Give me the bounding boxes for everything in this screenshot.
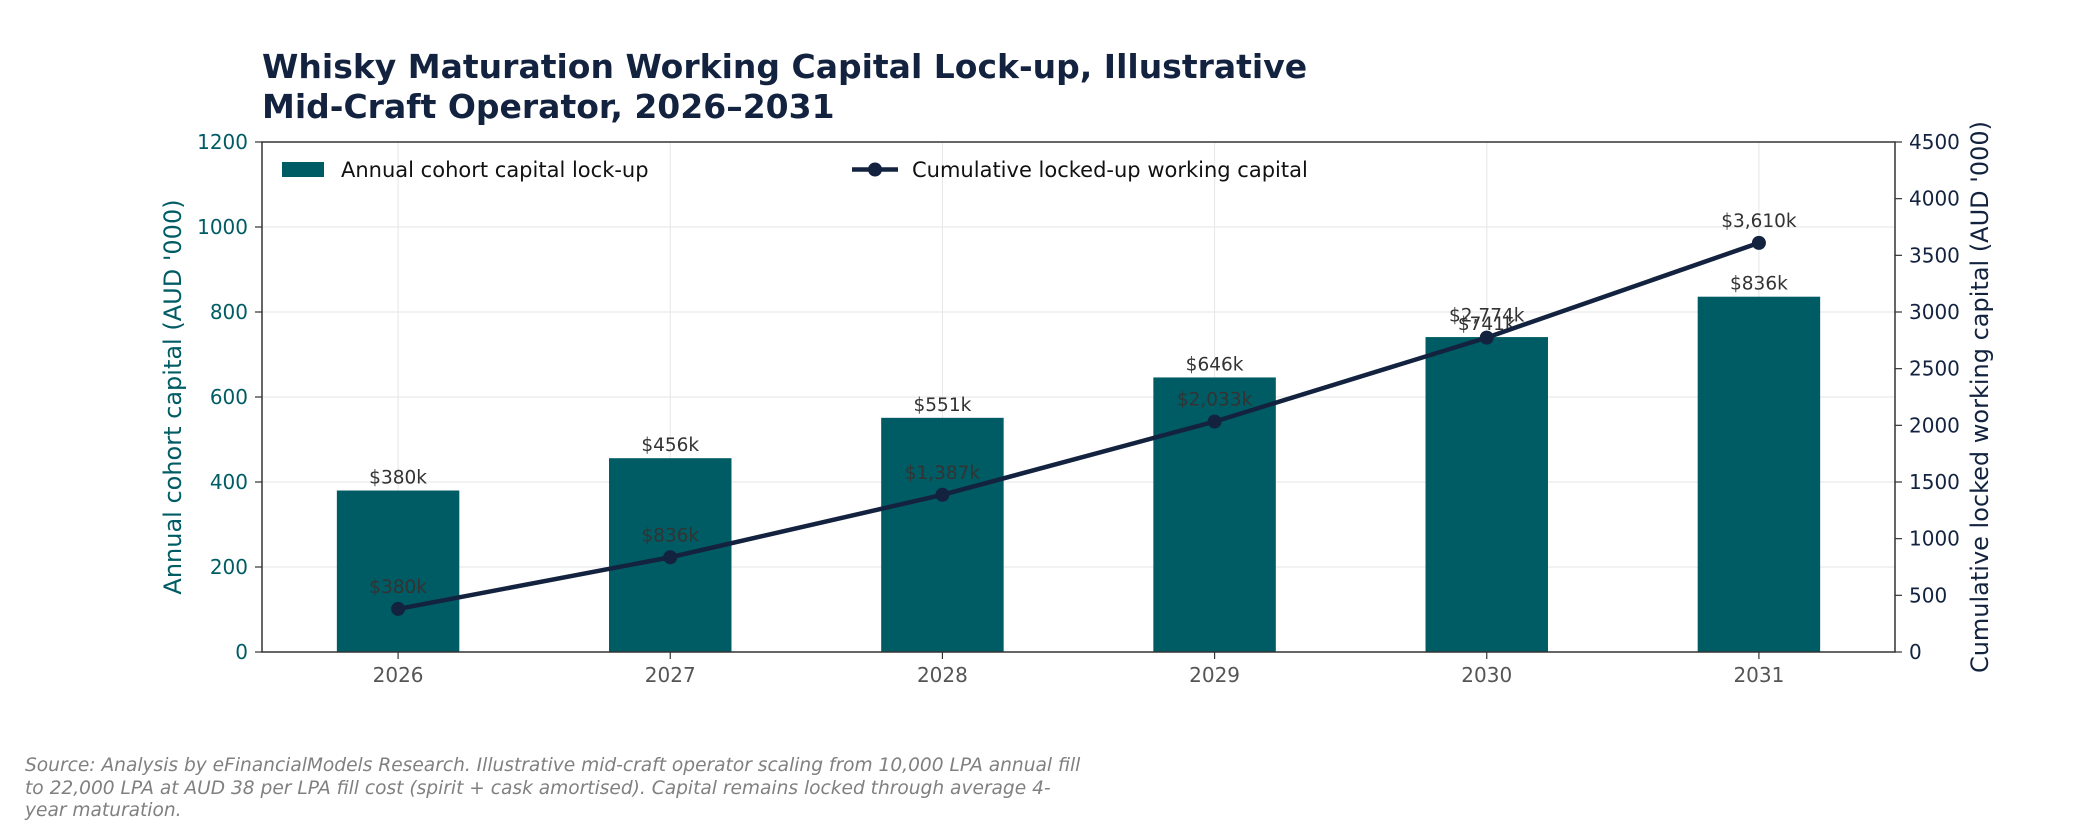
chart-title: Whisky Maturation Working Capital Lock-u… [262,47,1307,126]
left-axis-tick-label: 800 [210,300,248,324]
line-point [1207,414,1222,429]
right-axis-tick-label: 2000 [1909,413,1960,437]
line-data-label: $1,387k [905,463,981,484]
bar-data-label: $551k [914,395,972,416]
bar-series [336,296,1821,652]
chart-title-line: Whisky Maturation Working Capital Lock-u… [262,47,1307,86]
legend-line-label: Cumulative locked-up working capital [912,158,1308,182]
x-axis-tick-label: 2030 [1461,663,1512,687]
bar [336,490,460,652]
right-axis-tick-label: 3500 [1909,243,1960,267]
line-point [1751,235,1766,250]
source-note: Source: Analysis by eFinancialModels Res… [25,755,1081,821]
bar-data-label: $456k [641,435,699,456]
bar [1697,296,1821,652]
bar-data-label: $646k [1186,354,1244,375]
grid [262,141,1895,653]
x-axis-tick-label: 2031 [1733,663,1784,687]
bar-data-label: $741k [1458,314,1516,335]
bar-data-labels: $380k $456k $551k $646k $741k $836k [369,274,1788,489]
chart-title-line: Mid-Craft Operator, 2026–2031 [262,87,835,126]
cumulative-line [397,240,1760,612]
line-point [663,550,678,565]
legend-bar-swatch [282,162,324,177]
right-axis-tick-label: 1500 [1909,470,1960,494]
right-axis-label: Cumulative locked working capital (AUD '… [1966,121,1994,673]
right-axis-tick-label: 500 [1909,583,1947,607]
left-axis-tick-label: 600 [210,385,248,409]
x-axis-tick-label: 2026 [373,663,424,687]
left-axis-label: Annual cohort capital (AUD '000) [159,199,187,594]
line-series [391,235,1766,616]
left-axis-tick-label: 1000 [197,215,248,239]
line-data-label: $3,610k [1721,211,1797,232]
right-axis-tick-label: 0 [1909,640,1922,664]
legend-line-marker [868,162,882,177]
bar-data-label: $836k [1730,274,1788,295]
bar [881,417,1004,652]
line-point [1479,330,1494,345]
right-axis-tick-label: 2500 [1909,357,1960,381]
left-axis-tick-label: 400 [210,470,248,494]
bar [1425,337,1548,652]
legend-bar-label: Annual cohort capital lock-up [341,158,649,182]
right-axis-tick-label: 4000 [1909,187,1960,211]
axes: 0 200 400 600 800 1000 1200 0 500 1000 1500 2000 250… [159,121,1994,687]
line-data-label: $2,774k [1449,306,1525,327]
line-data-label: $2,033k [1177,390,1253,411]
x-axis-tick-label: 2029 [1189,663,1240,687]
bar-data-label: $380k [369,468,427,489]
left-axis-tick-label: 200 [210,555,248,579]
line-data-label: $380k [369,577,427,598]
x-axis-tick-label: 2028 [917,663,968,687]
legend: Annual cohort capital lock-up Cumulative … [282,158,1308,182]
left-axis-tick-label: 0 [235,640,248,664]
right-axis-tick-label: 3000 [1909,300,1960,324]
line-point [391,601,406,616]
right-axis-tick-label: 4500 [1909,130,1960,154]
line-data-label: $836k [641,525,699,546]
line-data-labels: $380k $836k $1,387k $2,033k $2,774k $3,610k [369,211,1797,598]
right-axis-tick-label: 1000 [1909,527,1960,551]
line-point [935,487,950,502]
left-axis-tick-label: 1200 [197,130,248,154]
x-axis-tick-label: 2027 [645,663,696,687]
